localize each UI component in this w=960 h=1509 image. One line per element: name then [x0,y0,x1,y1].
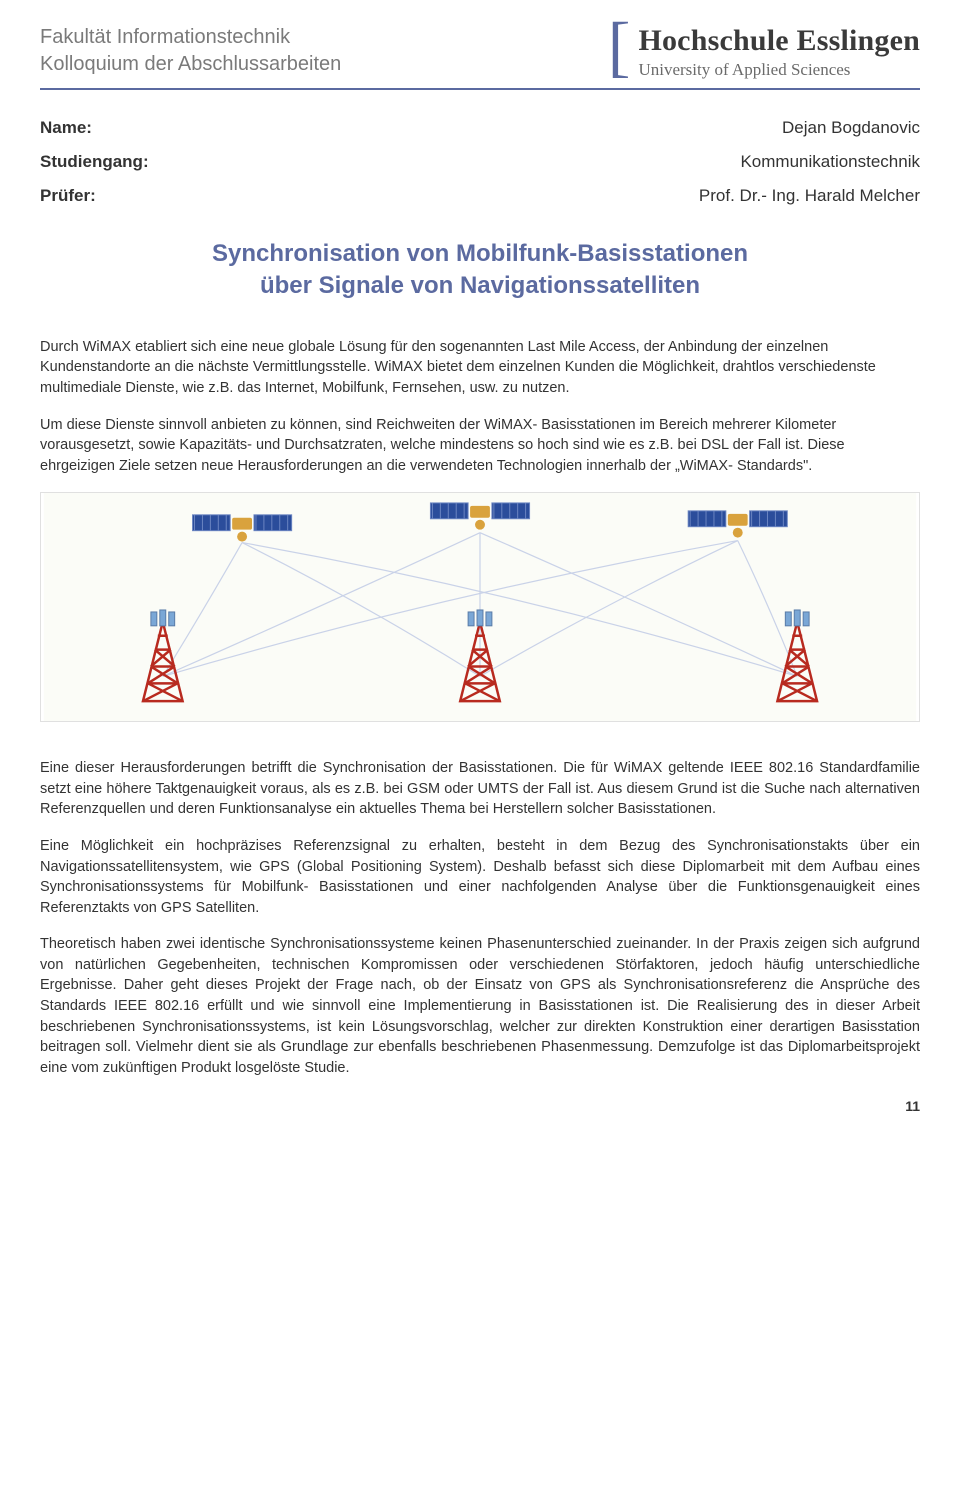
course-label: Studiengang: [40,152,200,172]
bracket-icon: [ [608,18,631,76]
examiner-label: Prüfer: [40,186,200,206]
paragraph-5: Theoretisch haben zwei identische Synchr… [40,934,920,1078]
title-line-2: über Signale von Navigationssatelliten [40,270,920,302]
subtitle-line: Kolloquium der Abschlussarbeiten [40,51,341,78]
name-value: Dejan Bogdanovic [782,118,920,138]
meta-row-examiner: Prüfer: Prof. Dr.- Ing. Harald Melcher [40,186,920,206]
page-number: 11 [40,1098,920,1114]
logo: [ Hochschule Esslingen University of App… [608,24,920,80]
examiner-value: Prof. Dr.- Ing. Harald Melcher [699,186,920,206]
meta-block: Name: Dejan Bogdanovic Studiengang: Komm… [40,118,920,206]
header-right: [ Hochschule Esslingen University of App… [608,24,920,80]
divider [40,88,920,90]
page: Fakultät Informationstechnik Kolloquium … [0,0,960,1154]
paragraph-3: Eine dieser Herausforderungen betrifft d… [40,758,920,820]
paragraph-4: Eine Möglichkeit ein hochpräzises Refere… [40,836,920,918]
logo-main: Hochschule Esslingen [638,24,920,58]
name-label: Name: [40,118,200,138]
faculty-line: Fakultät Informationstechnik [40,24,341,51]
thesis-title: Synchronisation von Mobilfunk-Basisstati… [40,238,920,303]
meta-row-course: Studiengang: Kommunikationstechnik [40,152,920,172]
paragraph-2: Um diese Dienste sinnvoll anbieten zu kö… [40,415,920,477]
diagram-svg [41,493,919,721]
paragraph-1: Durch WiMAX etabliert sich eine neue glo… [40,337,920,399]
course-value: Kommunikationstechnik [740,152,920,172]
satellite-diagram [40,492,920,722]
logo-sub: University of Applied Sciences [638,60,920,80]
title-line-1: Synchronisation von Mobilfunk-Basisstati… [40,238,920,270]
logo-text: Hochschule Esslingen University of Appli… [638,24,920,80]
meta-row-name: Name: Dejan Bogdanovic [40,118,920,138]
header-left: Fakultät Informationstechnik Kolloquium … [40,24,341,78]
header: Fakultät Informationstechnik Kolloquium … [40,24,920,80]
